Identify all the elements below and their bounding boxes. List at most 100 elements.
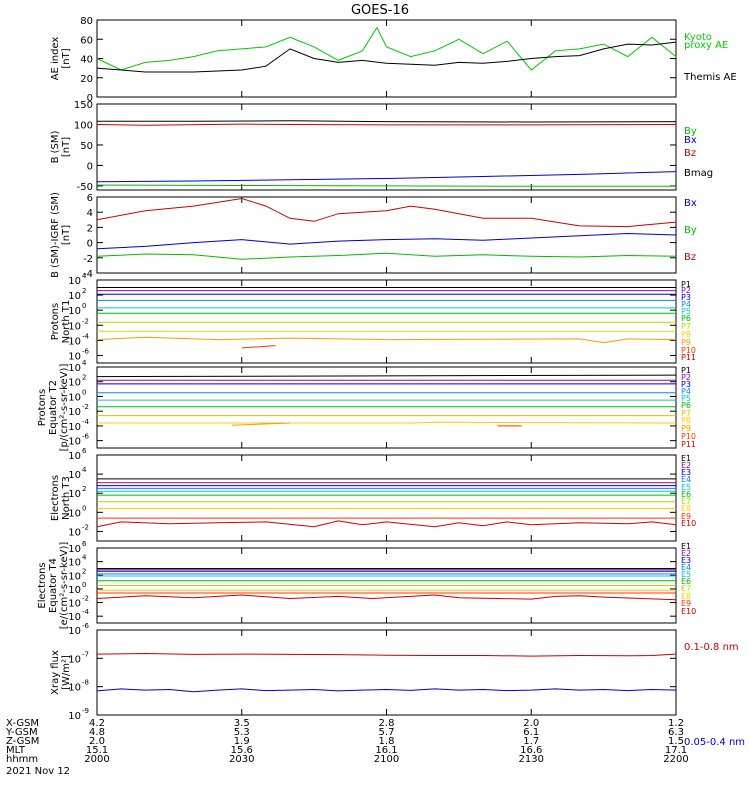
panel-frame bbox=[96, 279, 677, 364]
series-line-bsm-By bbox=[96, 184, 676, 187]
y-tick-label: 50 bbox=[80, 141, 93, 152]
series-line-xray-0-1-0-8-nm bbox=[96, 652, 677, 657]
y-tick-label: 10 bbox=[68, 392, 81, 403]
legend-entry: E6 bbox=[681, 490, 691, 499]
ephemeris-value: 4.2 bbox=[89, 718, 105, 729]
series-line-xray-0-05-0-4-nm bbox=[96, 688, 677, 693]
legend-entry: E8 bbox=[681, 592, 691, 601]
legend-entry: P4 bbox=[681, 387, 691, 396]
panel-frame bbox=[96, 103, 677, 191]
y-tick-label: 80 bbox=[80, 16, 93, 27]
ephemeris-value: 16.6 bbox=[520, 745, 542, 756]
y-tick-label: 10 bbox=[68, 378, 81, 389]
legend-entry: By bbox=[684, 126, 697, 137]
ephemeris-value: 6.1 bbox=[523, 727, 539, 738]
legend-entry: P5 bbox=[681, 307, 691, 316]
panel-frame bbox=[96, 629, 677, 716]
legend-entry: 0.1-0.8 nm bbox=[684, 642, 739, 653]
y-tick-label: 10 bbox=[68, 508, 81, 519]
y-tick-label: 10 bbox=[68, 683, 81, 694]
y-axis-label: ProtonsNorth T1 bbox=[50, 300, 72, 344]
y-tick-label: 10 bbox=[68, 599, 81, 610]
ephemeris-value: 3.5 bbox=[234, 718, 250, 729]
y-tick-exponent: -6 bbox=[82, 622, 90, 630]
legend-entry: E4 bbox=[681, 475, 691, 484]
series-line-bsm-Bx bbox=[96, 171, 677, 183]
legend-entry: P1 bbox=[681, 366, 691, 375]
y-tick-exponent: -2 bbox=[82, 403, 89, 411]
legend-entry: P4 bbox=[681, 300, 691, 309]
y-tick-exponent: 2 bbox=[82, 567, 86, 575]
legend-entry: P2 bbox=[681, 373, 691, 382]
y-tick-label: 10 bbox=[68, 351, 81, 362]
y-tick-exponent: -4 bbox=[82, 332, 90, 340]
y-tick-label: 10 bbox=[68, 451, 81, 462]
y-tick-label: 4 bbox=[87, 208, 93, 219]
y-tick-exponent: -6 bbox=[82, 347, 90, 355]
legend-entry: Bx bbox=[684, 198, 697, 209]
y-axis-label: ProtonsEquator T2[p/(cm²-s-sr-keV)] bbox=[37, 364, 70, 452]
legend-entry: P7 bbox=[681, 409, 691, 418]
legend-entry: P6 bbox=[681, 401, 691, 410]
legend-entry: P2 bbox=[681, 286, 691, 295]
legend-entry: P8 bbox=[681, 416, 691, 425]
y-tick-label: 10 bbox=[68, 626, 81, 637]
legend-entry: E7 bbox=[681, 497, 691, 506]
legend-entry: E3 bbox=[681, 556, 691, 565]
panel-frame bbox=[96, 454, 677, 542]
legend-entry: P10 bbox=[681, 432, 696, 441]
y-axis-label: B (SM)[nT] bbox=[50, 130, 72, 163]
y-tick-exponent: 4 bbox=[82, 272, 87, 280]
y-tick-label: 100 bbox=[74, 120, 93, 131]
y-tick-label: 10 bbox=[68, 654, 81, 665]
legend-entry: E5 bbox=[681, 570, 691, 579]
y-tick-label: 20 bbox=[80, 74, 93, 85]
legend-entry: E6 bbox=[681, 577, 691, 586]
y-tick-label: 2 bbox=[87, 223, 93, 234]
legend-entry: E2 bbox=[681, 461, 691, 470]
series-line-protons_t1-P10 bbox=[241, 345, 276, 349]
ephemeris-value: 4.8 bbox=[89, 727, 105, 738]
y-tick-exponent: -6 bbox=[82, 433, 90, 441]
y-tick-label: 60 bbox=[80, 35, 93, 46]
y-tick-label: 10 bbox=[68, 276, 81, 287]
y-tick-label: 10 bbox=[68, 612, 81, 623]
ephemeris-value: 2.0 bbox=[523, 718, 539, 729]
y-tick-label: 10 bbox=[68, 489, 81, 500]
ephemeris-row-label: Z-GSM bbox=[6, 736, 39, 747]
y-tick-exponent: -7 bbox=[82, 650, 89, 658]
series-line-protons_t1-P9 bbox=[96, 336, 677, 344]
legend-entry: P9 bbox=[681, 424, 691, 433]
ephemeris-value: 1.7 bbox=[523, 736, 539, 747]
series-line-protons_t2-P8 bbox=[97, 421, 677, 424]
ephemeris-row-label: Y-GSM bbox=[5, 727, 38, 738]
y-tick-label: 150 bbox=[74, 100, 93, 111]
legend-entry: E1 bbox=[681, 454, 691, 463]
y-tick-exponent: -2 bbox=[82, 523, 89, 531]
legend-entry: P3 bbox=[681, 293, 691, 302]
legend-entry: P9 bbox=[681, 338, 691, 347]
series-line-bigrf-Bz bbox=[96, 197, 677, 228]
y-tick-exponent: 0 bbox=[82, 581, 86, 589]
legend-entry: P6 bbox=[681, 314, 691, 323]
y-tick-label: 0 bbox=[87, 93, 93, 104]
y-tick-label: 10 bbox=[68, 336, 81, 347]
y-tick-label: 10 bbox=[68, 544, 81, 555]
series-line-bigrf-Bx bbox=[96, 232, 677, 250]
series-line-bsm-Bz bbox=[96, 123, 677, 126]
y-axis-label: Xray flux[W/m²] bbox=[50, 650, 72, 695]
legend-entry: 0.05-0.4 nm bbox=[684, 737, 745, 748]
y-tick-label: 6 bbox=[87, 193, 93, 204]
ephemeris-row-label: X-GSM bbox=[6, 718, 39, 729]
y-tick-label: 10 bbox=[68, 291, 81, 302]
y-tick-label: 10 bbox=[68, 470, 81, 481]
series-line-protons_t2-P9 bbox=[232, 422, 291, 426]
legend-entry: E1 bbox=[681, 542, 691, 551]
legend-entry: E8 bbox=[681, 504, 691, 513]
y-axis-label: B (SM)-IGRF (SM)[nT] bbox=[50, 192, 72, 278]
